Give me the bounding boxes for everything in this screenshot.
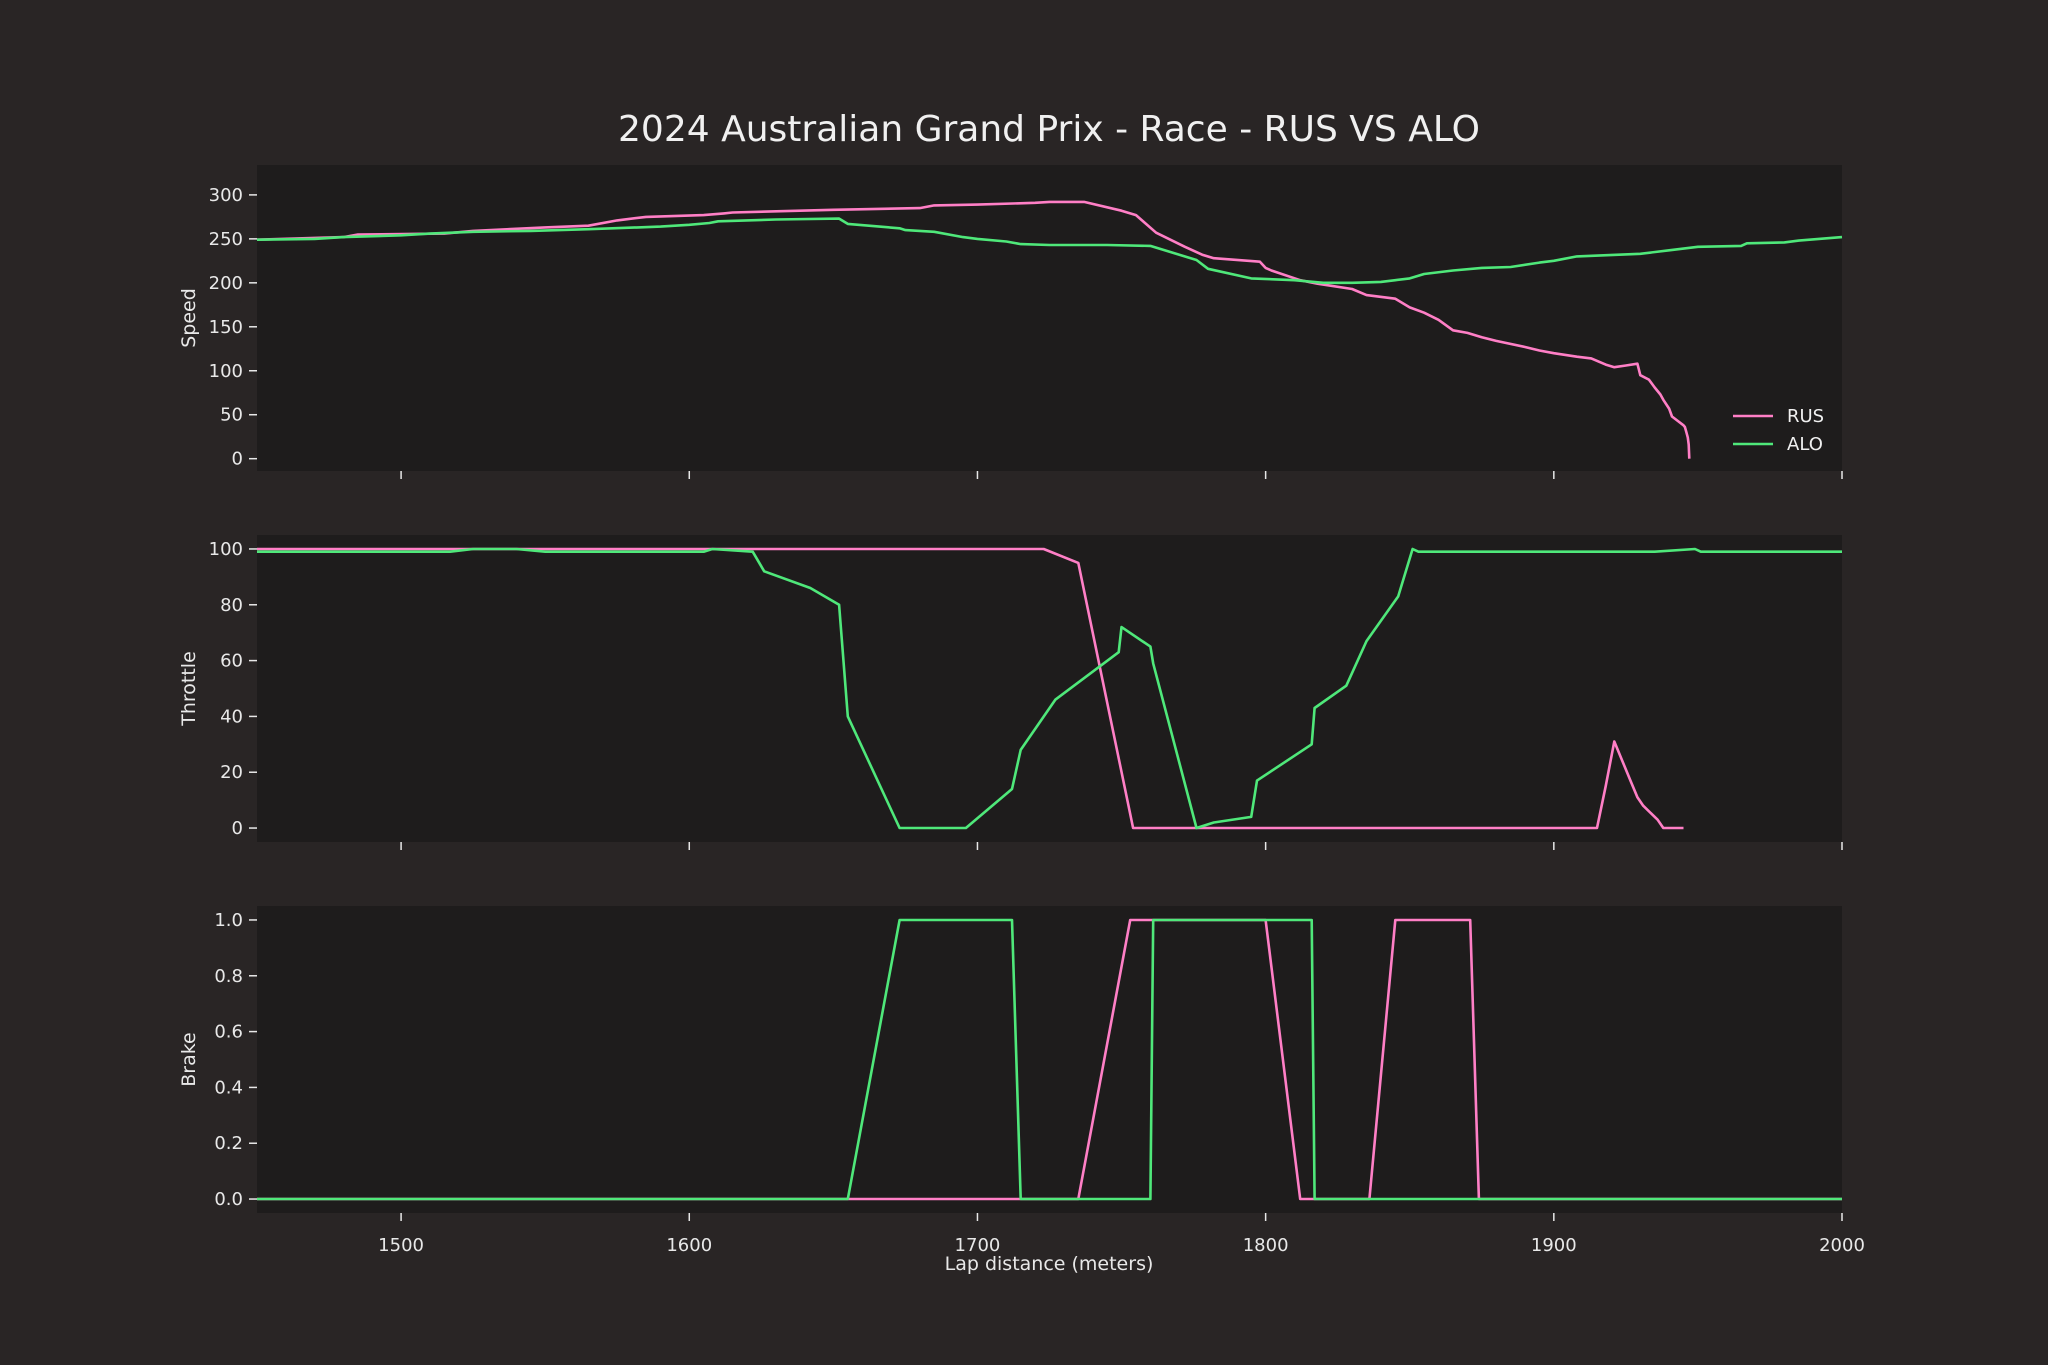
y-axis-label: Brake xyxy=(178,1032,200,1087)
y-tick-label: 100 xyxy=(209,539,243,560)
y-axis-label: Throttle xyxy=(178,651,200,727)
x-tick-label: 1800 xyxy=(1243,1235,1289,1256)
x-axis-label: Lap distance (meters) xyxy=(945,1253,1154,1275)
legend: RUS ALO xyxy=(1733,406,1824,455)
chart-title: 2024 Australian Grand Prix - Race - RUS … xyxy=(618,109,1480,150)
y-tick-label: 250 xyxy=(209,229,243,250)
y-tick-label: 0.4 xyxy=(214,1077,243,1098)
y-tick-label: 60 xyxy=(220,651,243,672)
y-tick-label: 0.2 xyxy=(214,1133,243,1154)
x-tick-label: 2000 xyxy=(1819,1235,1865,1256)
y-tick-label: 20 xyxy=(220,762,243,783)
x-tick-label: 1900 xyxy=(1531,1235,1577,1256)
series-line-alo-speed xyxy=(256,217,1843,285)
panel-throttle: 0 20 40 60 80 100 Throttle xyxy=(178,535,1843,850)
y-tick-label: 0.8 xyxy=(214,966,243,987)
y-tick-label: 1.0 xyxy=(214,910,243,931)
y-tick-label: 300 xyxy=(209,185,243,206)
panel-speed: 0 50 100 150 200 250 300 Speed xyxy=(178,165,1843,479)
legend-label-rus: RUS xyxy=(1787,406,1824,427)
chart-panels: 0 50 100 150 200 250 300 Speed 0 20 40 60 80 100 Throt… xyxy=(178,165,1843,1221)
y-tick-label: 80 xyxy=(220,595,243,616)
y-tick-label: 0.6 xyxy=(214,1022,243,1043)
x-tick-label: 1500 xyxy=(378,1235,424,1256)
series-line-rus-throttle xyxy=(257,547,1684,830)
panel-background xyxy=(257,906,1842,1213)
panel-background xyxy=(257,535,1842,842)
x-tick-label: 1600 xyxy=(666,1235,712,1256)
y-tick-label: 0 xyxy=(232,449,243,470)
y-tick-label: 40 xyxy=(220,706,243,727)
y-tick-label: 50 xyxy=(220,405,243,426)
y-axis-label: Speed xyxy=(178,288,200,348)
series-line-rus-speed xyxy=(256,200,1691,459)
series-line-alo-throttle xyxy=(257,547,1842,830)
y-tick-label: 0.0 xyxy=(214,1189,243,1210)
y-tick-label: 100 xyxy=(209,361,243,382)
x-tick-label: 1700 xyxy=(955,1235,1001,1256)
panel-brake: 0.0 0.2 0.4 0.6 0.8 1.0 Brake xyxy=(178,906,1843,1221)
series-line-alo-brake xyxy=(257,918,1842,1201)
y-tick-label: 200 xyxy=(209,273,243,294)
y-tick-label: 150 xyxy=(209,317,243,338)
x-axis: 1500 1600 1700 1800 1900 2000 xyxy=(378,1235,1865,1256)
panel-background xyxy=(257,165,1842,471)
y-tick-label: 0 xyxy=(232,818,243,839)
legend-label-alo: ALO xyxy=(1787,434,1823,455)
